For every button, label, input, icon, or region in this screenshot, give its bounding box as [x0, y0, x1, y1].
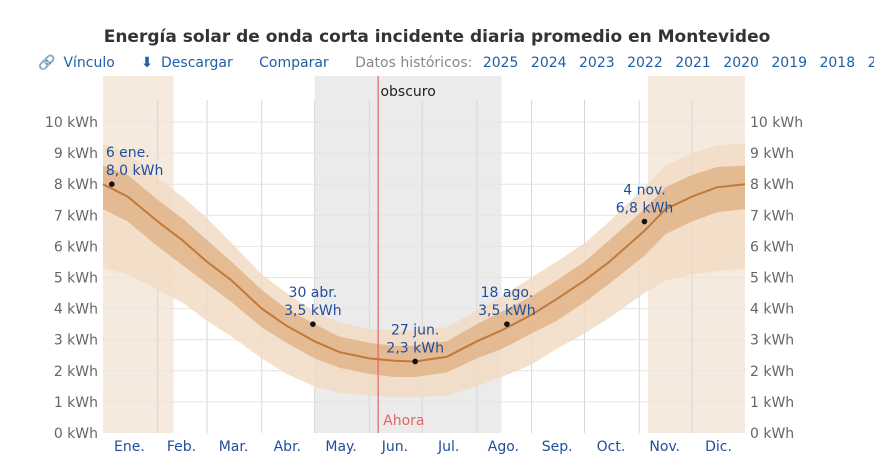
annotation-value-1: 3,5 kWh [284, 303, 342, 319]
year-link-2020[interactable]: 2020 [723, 55, 759, 71]
y-tick-label-right: 7 kWh [750, 208, 794, 224]
x-tick-label: Ago. [488, 439, 519, 455]
y-tick-label-right: 0 kWh [750, 426, 794, 442]
annotation-value-0: 8,0 kWh [106, 163, 164, 179]
chart-title: Energía solar de onda corta incidente di… [103, 27, 771, 47]
history-label: Datos históricos: [355, 55, 473, 71]
year-link-2025[interactable]: 2025 [482, 55, 519, 71]
x-tick-label: Sep. [542, 439, 573, 455]
x-tick-label: Jul. [437, 439, 459, 455]
link-button[interactable]: Vínculo [63, 55, 115, 71]
year-link-2019[interactable]: 2019 [771, 55, 808, 71]
now-label: Ahora [383, 413, 424, 429]
annotation-date-0: 6 ene. [106, 145, 150, 161]
year-link-2018[interactable]: 2018 [819, 55, 856, 71]
x-tick-label: Jun. [381, 439, 408, 455]
annotation-point-4 [641, 218, 648, 225]
annotation-date-4: 4 nov. [623, 183, 665, 199]
y-tick-label-left: 1 kWh [54, 395, 98, 411]
annotation-date-2: 27 jun. [391, 322, 439, 338]
y-tick-label-right: 1 kWh [750, 395, 794, 411]
band-p25-p75 [103, 165, 745, 377]
y-tick-label-left: 6 kWh [54, 239, 98, 255]
y-tick-label-right: 2 kWh [750, 364, 794, 380]
x-tick-label: Dic. [705, 439, 732, 455]
y-tick-label-right: 6 kWh [750, 239, 794, 255]
link-icon[interactable]: 🔗 [38, 55, 56, 71]
y-tick-label-left: 0 kWh [54, 426, 98, 442]
annotation-point-0 [109, 181, 115, 187]
annotation-value-2: 2,3 kWh [386, 340, 444, 356]
y-tick-label-left: 10 kWh [45, 115, 98, 131]
y-tick-label-right: 5 kWh [750, 271, 794, 287]
y-tick-label-right: 3 kWh [750, 333, 794, 349]
download-button[interactable]: Descargar [161, 55, 233, 71]
y-tick-label-right: 8 kWh [750, 177, 794, 193]
download-icon[interactable]: ⬇ [141, 55, 153, 71]
y-tick-label-left: 5 kWh [54, 271, 98, 287]
y-tick-label-left: 4 kWh [54, 302, 98, 318]
annotation-value-3: 3,5 kWh [478, 303, 536, 319]
annotation-point-1 [310, 321, 316, 327]
band-p10-p90 [103, 143, 745, 398]
x-tick-label: Feb. [167, 439, 196, 455]
y-tick-label-left: 7 kWh [54, 208, 98, 224]
x-tick-label: Mar. [219, 439, 249, 455]
y-tick-label-right: 4 kWh [750, 302, 794, 318]
year-link-2022[interactable]: 2022 [627, 55, 663, 71]
year-link-2023[interactable]: 2023 [579, 55, 615, 71]
annotation-point-3 [504, 321, 510, 327]
y-tick-label-right: 9 kWh [750, 146, 794, 162]
year-link-2024[interactable]: 2024 [530, 55, 567, 71]
annotation-date-1: 30 abr. [289, 285, 338, 301]
x-tick-label: Oct. [597, 439, 626, 455]
annotation-value-4: 6,8 kWh [616, 201, 674, 217]
x-tick-label: Nov. [649, 439, 680, 455]
dark-period-label: obscuro [380, 84, 435, 100]
y-tick-label-left: 2 kWh [54, 364, 98, 380]
y-tick-label-left: 9 kWh [54, 146, 98, 162]
x-tick-label: May. [325, 439, 356, 455]
y-tick-label-right: 10 kWh [750, 115, 803, 131]
year-link-2017[interactable]: 2017 [867, 55, 874, 71]
toolbar: 🔗 Vínculo ⬇ Descargar Comparar Datos histó… [38, 55, 874, 71]
x-tick-label: Ene. [114, 439, 145, 455]
y-tick-label-left: 3 kWh [54, 333, 98, 349]
annotation-point-2 [412, 358, 418, 365]
y-tick-label-left: 8 kWh [54, 177, 98, 193]
annotation-date-3: 18 ago. [481, 285, 534, 301]
year-link-2021[interactable]: 2021 [675, 55, 711, 71]
compare-button[interactable]: Comparar [259, 55, 329, 71]
x-tick-label: Abr. [274, 439, 301, 455]
